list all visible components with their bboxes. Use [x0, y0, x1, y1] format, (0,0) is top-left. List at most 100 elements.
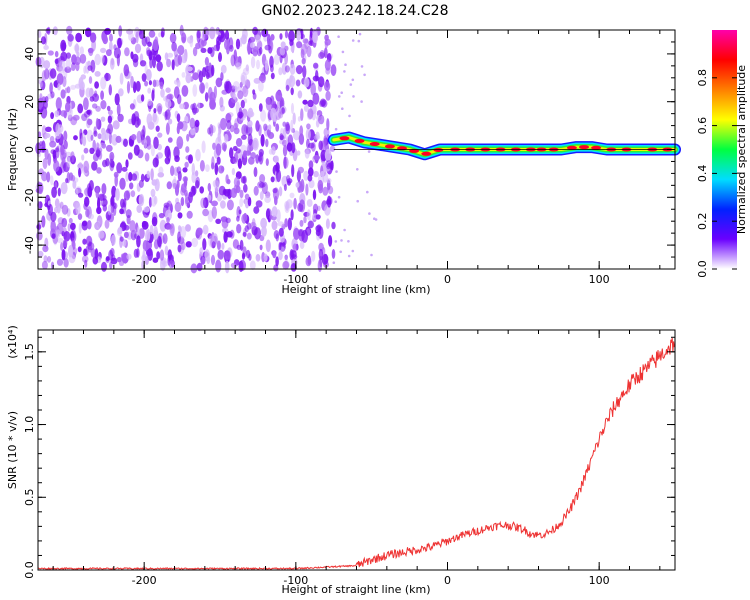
noise-blob [233, 81, 240, 90]
noise-blob [202, 224, 209, 235]
noise-blob [206, 256, 211, 264]
noise-blob [225, 113, 232, 123]
noise-blob [248, 112, 252, 118]
noise-speck [356, 199, 360, 203]
noise-blob [258, 103, 263, 112]
noise-blob [51, 186, 57, 198]
noise-blob [128, 32, 134, 42]
noise-blob [185, 66, 193, 72]
noise-blob [167, 52, 174, 58]
noise-blob [296, 150, 301, 156]
noise-blob [109, 158, 115, 172]
noise-blob [100, 76, 107, 90]
noise-blob [172, 182, 177, 190]
noise-blob [143, 206, 150, 213]
noise-speck [332, 261, 336, 265]
noise-blob [149, 224, 154, 235]
noise-blob [186, 133, 190, 142]
noise-blob [67, 223, 71, 232]
noise-blob [199, 160, 205, 172]
noise-blob [324, 148, 332, 162]
noise-blob [290, 209, 294, 221]
noise-blob [213, 44, 220, 52]
noise-blob [101, 54, 105, 64]
noise-blob [246, 124, 253, 136]
noise-blob [46, 26, 51, 35]
noise-blob [270, 64, 274, 73]
noise-blob [57, 187, 61, 197]
noise-blob [37, 250, 44, 258]
noise-blob [116, 256, 122, 263]
noise-blob [92, 103, 98, 109]
noise-blob [282, 260, 290, 270]
noise-blob [79, 53, 87, 64]
noise-blob [148, 80, 152, 86]
noise-speck [347, 240, 350, 243]
noise-blob [150, 168, 154, 181]
noise-speck [337, 35, 340, 38]
noise-blob [257, 181, 264, 189]
snr-panel: -200 -100 0 100 0.0 0.5 1.0 1.5 Height of stra… [6, 325, 676, 596]
noise-blob [123, 64, 130, 77]
noise-blob [192, 84, 198, 97]
noise-blob [282, 121, 287, 127]
noise-blob [237, 158, 243, 170]
noise-blob [239, 197, 244, 208]
colorbar-tick-label: 0.4 [696, 165, 709, 183]
noise-blob [147, 87, 152, 94]
noise-blob [114, 93, 120, 106]
noise-blob [44, 237, 49, 249]
noise-blob [82, 238, 87, 245]
noise-blob [247, 196, 252, 207]
noise-blob [129, 220, 136, 233]
noise-blob [242, 67, 250, 76]
colorbar-label: Normalized spectral amplitude [735, 65, 748, 234]
spectrogram-y-axis-label: Frequency (Hz) [6, 108, 19, 191]
snr-frame [37, 329, 676, 571]
noise-blob [210, 254, 216, 266]
noise-blob [232, 93, 237, 100]
noise-blob [138, 29, 145, 40]
noise-blob [202, 26, 209, 40]
noise-blob [151, 194, 157, 207]
noise-blob [85, 208, 90, 218]
noise-blob [65, 57, 71, 69]
noise-blob [104, 27, 111, 35]
noise-blob [97, 133, 102, 140]
noise-blob [299, 125, 304, 137]
noise-blob [81, 133, 86, 146]
noise-blob [106, 128, 111, 134]
noise-blob [224, 30, 230, 41]
noise-blob [293, 130, 300, 141]
noise-blob [295, 182, 300, 188]
noise-blob [109, 57, 115, 70]
noise-blob [297, 90, 303, 99]
noise-blob [152, 79, 157, 88]
noise-blob [270, 176, 275, 183]
noise-blob [306, 138, 310, 149]
noise-blob [287, 217, 292, 231]
noise-blob [63, 130, 68, 142]
noise-blob [204, 56, 209, 66]
noise-blob [84, 259, 88, 268]
noise-blob [325, 90, 331, 101]
noise-blob [331, 249, 336, 259]
noise-blob [253, 166, 258, 178]
noise-blob [302, 65, 307, 79]
noise-blob [123, 231, 129, 239]
noise-blob [312, 189, 317, 201]
noise-blob [160, 31, 165, 38]
noise-blob [65, 178, 69, 184]
noise-blob [264, 44, 271, 51]
noise-blob [62, 76, 67, 88]
noise-blob [279, 46, 286, 56]
noise-blob [321, 161, 327, 167]
noise-blob [248, 253, 252, 261]
noise-blob [51, 233, 56, 240]
noise-blob [307, 99, 314, 108]
noise-blob [238, 260, 244, 272]
snr-y-tick-label: 1.0 [23, 416, 36, 434]
noise-blob [240, 99, 245, 109]
noise-blob [235, 137, 243, 147]
noise-blob [88, 76, 93, 84]
